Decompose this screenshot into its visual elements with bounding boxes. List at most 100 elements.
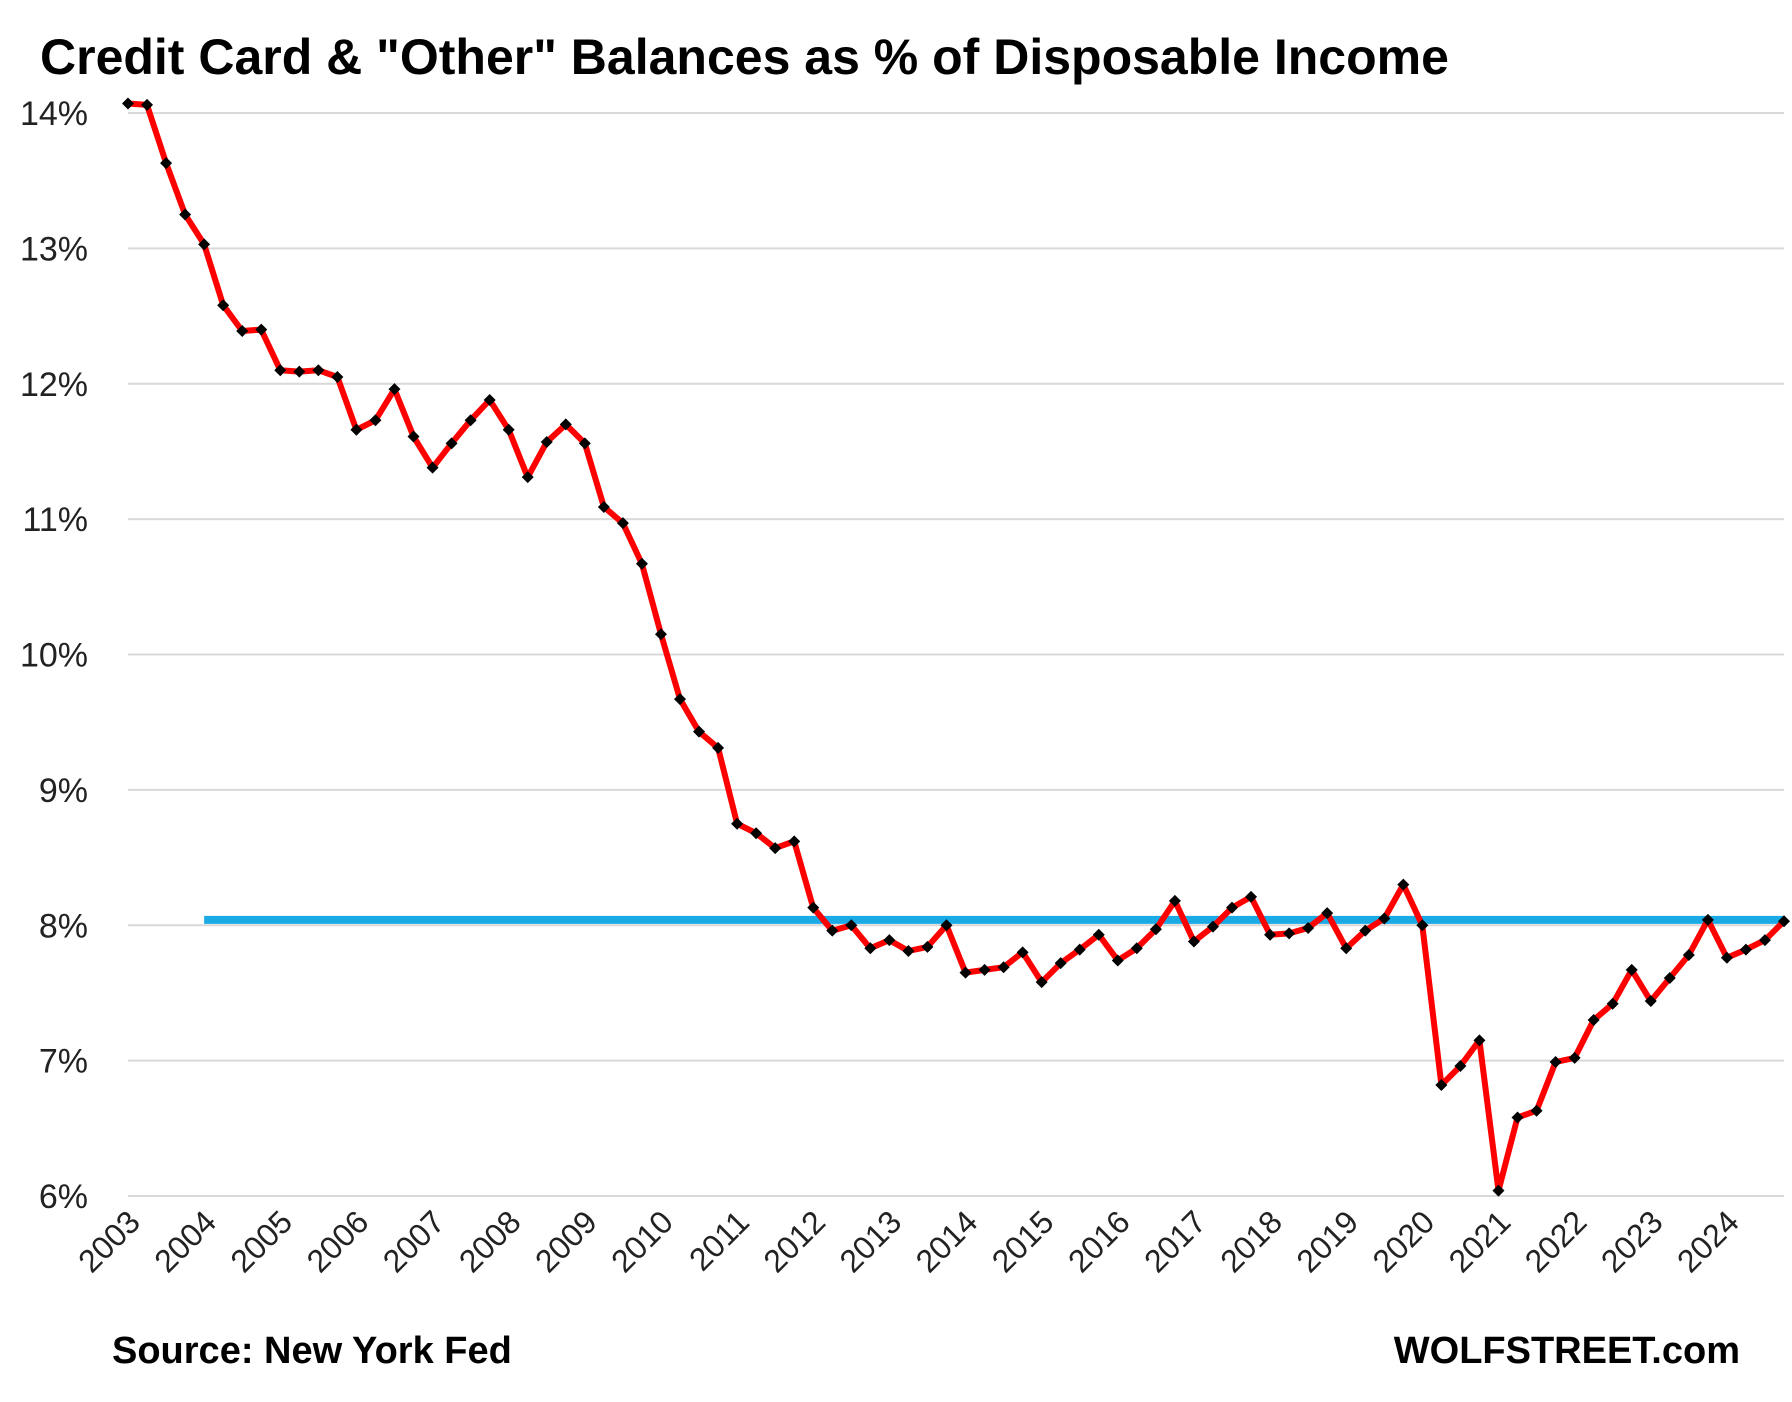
data-point [1111,954,1124,967]
x-tick-label: 2009 [528,1203,604,1279]
data-point [407,430,420,443]
data-point [959,966,972,979]
x-tick-label: 2012 [756,1203,832,1279]
data-point [1473,1034,1486,1047]
data-point [502,423,515,436]
data-point [1245,890,1258,903]
data-point [1378,912,1391,925]
y-tick-label: 12% [20,366,88,404]
data-point [388,383,401,396]
data-point [1435,1078,1448,1091]
data-point [902,944,915,957]
x-tick-label: 2021 [1442,1203,1518,1279]
data-point [445,437,458,450]
x-tick-label: 2017 [1137,1203,1213,1279]
x-tick-label: 2006 [300,1203,376,1279]
data-point [750,827,763,840]
data-point [1054,957,1067,970]
y-tick-label: 8% [39,907,88,945]
data-point [1016,946,1029,959]
data-point [712,741,725,754]
data-point [1397,878,1410,891]
data-point [1720,951,1733,964]
data-point [426,461,439,474]
data-point [1587,1014,1600,1027]
data-point [521,471,534,484]
x-tick-label: 2007 [376,1203,452,1279]
data-point [255,323,268,336]
data-point [1530,1104,1543,1117]
data-point [1187,935,1200,948]
data-point [731,817,744,830]
data-point [540,435,553,448]
x-tick-label: 2010 [604,1203,680,1279]
data-point [635,557,648,570]
data-point [978,963,991,976]
x-tick-label: 2005 [223,1203,299,1279]
data-point [1682,949,1695,962]
data-point [997,961,1010,974]
series-markers [122,97,1790,1197]
x-tick-label: 2022 [1518,1203,1594,1279]
brand-credit[interactable]: WOLFSTREET.com [1393,1330,1740,1372]
data-point [864,942,877,955]
y-tick-label: 13% [20,230,88,268]
x-tick-label: 2008 [452,1203,528,1279]
data-point [1321,907,1334,920]
data-point [788,835,801,848]
data-point [693,725,706,738]
x-axis-tick-labels: 2003 2004 2005 2006 2007 2008 2009 2010 2011 2012… [71,1203,1746,1279]
x-tick-label: 2011 [682,1203,756,1277]
y-axis-tick-labels: 6% 7% 8% 9% 10% 11% 12% 13% 14% [20,95,88,1216]
data-point [293,365,306,378]
x-tick-label: 2019 [1289,1203,1365,1279]
data-point [274,364,287,377]
x-tick-label: 2013 [833,1203,909,1279]
x-tick-label: 2016 [1061,1203,1137,1279]
data-point [1283,927,1296,940]
data-point [312,364,325,377]
data-point [578,437,591,450]
source-note: Source: New York Fed [112,1330,512,1372]
data-point [198,238,211,251]
data-point [331,370,344,383]
data-point [1416,919,1429,932]
data-point [122,97,134,110]
data-point [616,517,629,530]
data-point [1549,1055,1562,1068]
y-tick-label: 10% [20,637,88,675]
data-point [1454,1060,1467,1073]
data-point [1663,972,1676,985]
data-point [1206,920,1219,933]
y-tick-label: 11% [22,501,88,539]
data-point [483,393,496,406]
data-point [217,299,230,312]
data-point [1606,997,1619,1010]
y-tick-label: 6% [39,1178,88,1216]
data-point [1568,1051,1581,1064]
y-tick-label: 7% [39,1043,88,1081]
data-point [1073,943,1086,956]
data-point [1092,928,1105,941]
data-point [1340,942,1353,955]
data-point [597,500,610,513]
series-line-group [127,100,1787,1194]
data-point [1701,913,1714,926]
data-point [940,919,953,932]
data-point [350,423,363,436]
data-point [141,98,154,111]
data-point [826,924,839,937]
data-point [1644,995,1657,1008]
data-point [807,901,820,914]
data-point [1739,943,1752,956]
y-tick-label: 9% [39,772,88,810]
data-point [883,934,896,947]
data-point [1778,915,1790,928]
data-point [559,418,572,431]
x-tick-label: 2014 [909,1203,985,1279]
data-point [1758,934,1771,947]
x-tick-label: 2020 [1366,1203,1442,1279]
data-point [1492,1184,1505,1197]
y-tick-label: 14% [20,95,88,133]
